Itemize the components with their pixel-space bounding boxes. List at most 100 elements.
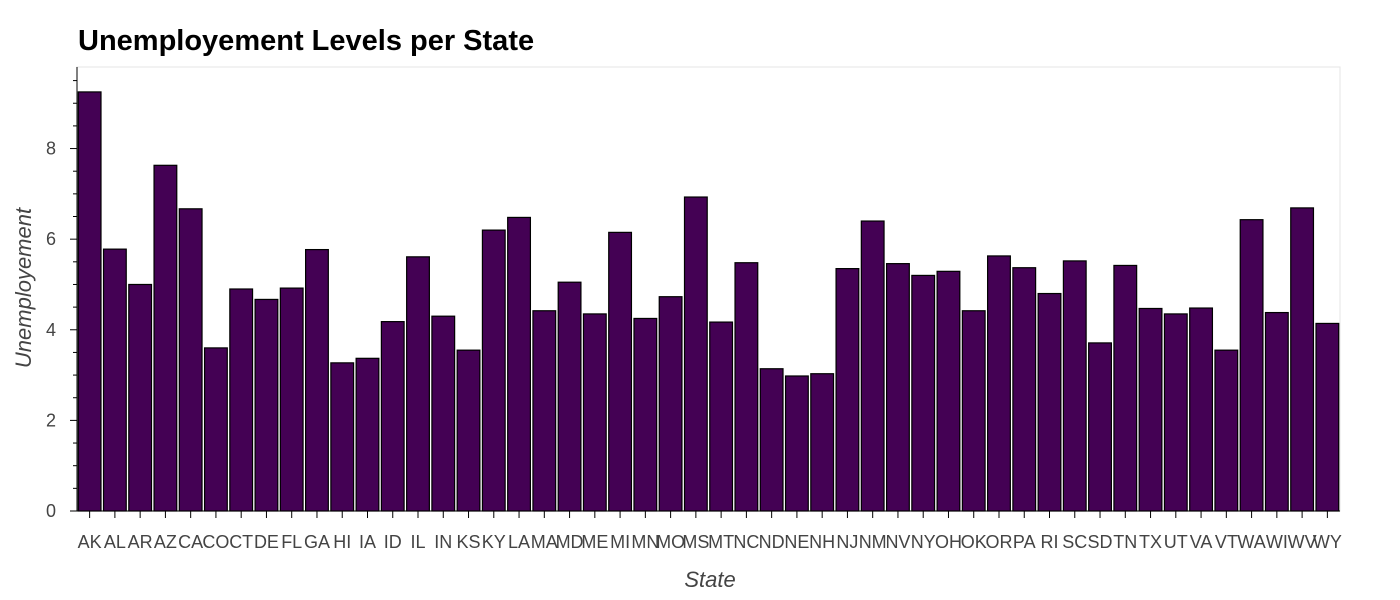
bar-mo [658,296,683,512]
x-tick-label: CA [178,532,203,552]
bar-wi [1264,311,1289,512]
bar-ia [355,357,380,512]
x-tick-label: OR [985,532,1012,552]
bar-tn [1113,264,1138,512]
x-tick-label: IA [359,532,376,552]
x-tick-label: ME [581,532,608,552]
bar-wv [1290,207,1315,512]
y-tick-label: 0 [46,501,56,521]
x-tick-label: MS [682,532,709,552]
bar-oh [936,270,961,512]
x-tick-label: HI [333,532,351,552]
bar-mn [633,317,658,512]
bar-la [507,216,532,512]
x-tick-label: KS [457,532,481,552]
x-tick-label: OK [961,532,987,552]
bar-nd [759,368,784,512]
x-tick-label: CO [202,532,229,552]
bar-wa [1239,219,1264,512]
bar-md [557,281,582,512]
x-tick-label: OH [935,532,962,552]
x-tick-label: ND [759,532,785,552]
x-tick-label: WA [1237,532,1265,552]
bar-ks [456,349,481,512]
bar-ga [305,248,329,512]
bar-wy [1315,322,1340,512]
x-tick-label: MO [656,532,685,552]
x-tick-label: KY [482,532,506,552]
x-tick-label: GA [304,532,330,552]
bar-va [1189,307,1214,512]
x-tick-label: AL [104,532,126,552]
bar-in [431,315,456,512]
bar-mt [709,321,734,512]
bar-nm [860,220,885,512]
bar-hi [330,362,355,512]
y-tick-label: 4 [46,320,56,340]
x-tick-label: WI [1266,532,1288,552]
x-tick-label: ID [384,532,402,552]
x-axis-ticks: AK AL AR AZ CA CO CT DE FL GA HI IA ID IL IN KS KY LA MAMD… [78,511,1342,552]
bar-nj [835,268,860,512]
bar-ct [229,288,254,512]
bars-group [77,91,1340,512]
x-tick-label: DE [254,532,279,552]
x-tick-label: TX [1139,532,1162,552]
x-tick-label: SC [1062,532,1087,552]
x-tick-label: WV [1288,532,1317,552]
y-axis-label: Unemployement [11,207,36,368]
x-tick-label: NY [911,532,936,552]
x-tick-label: NE [784,532,809,552]
x-tick-label: MA [531,532,558,552]
bar-ak [77,91,102,512]
bar-pa [1012,267,1037,512]
x-tick-label: AR [128,532,153,552]
x-tick-label: CT [229,532,253,552]
x-tick-label: WY [1313,532,1342,552]
x-tick-label: UT [1164,532,1188,552]
bar-al [102,248,127,512]
x-tick-label: NM [859,532,887,552]
bar-ms [683,196,708,512]
x-tick-label: VT [1215,532,1238,552]
bar-co [203,347,228,512]
bar-nv [885,263,910,512]
x-tick-label: MN [631,532,659,552]
y-tick-label: 8 [46,139,56,159]
x-tick-label: SD [1088,532,1113,552]
x-tick-label: LA [508,532,530,552]
x-axis-label: State [684,567,735,592]
bar-vt [1214,349,1239,512]
x-tick-label: PA [1013,532,1036,552]
bar-mi [608,231,633,512]
x-tick-label: MD [556,532,584,552]
bar-sc [1062,260,1087,512]
y-axis-ticks: 0 2 4 6 8 [46,80,77,521]
x-tick-label: NC [733,532,759,552]
bar-ca [178,208,203,512]
bar-ma [532,310,557,512]
bar-ky [481,229,506,512]
x-tick-label: FL [281,532,302,552]
x-tick-label: VA [1190,532,1213,552]
x-tick-label: IN [434,532,452,552]
x-tick-label: RI [1041,532,1059,552]
bar-nh [810,373,835,512]
bar-az [153,164,178,512]
bar-ut [1163,313,1188,512]
bar-id [380,321,405,512]
x-tick-label: TN [1113,532,1137,552]
x-tick-label: AZ [154,532,177,552]
x-tick-label: NH [809,532,835,552]
bar-me [582,313,607,512]
bar-fl [279,287,304,512]
chart-title: Unemployement Levels per State [78,25,534,57]
bar-or [987,255,1011,512]
y-tick-label: 6 [46,229,56,249]
x-tick-label: MT [708,532,734,552]
bar-tx [1138,307,1163,512]
x-tick-label: MI [610,532,630,552]
bar-ok [961,310,986,512]
bar-ny [911,274,936,512]
